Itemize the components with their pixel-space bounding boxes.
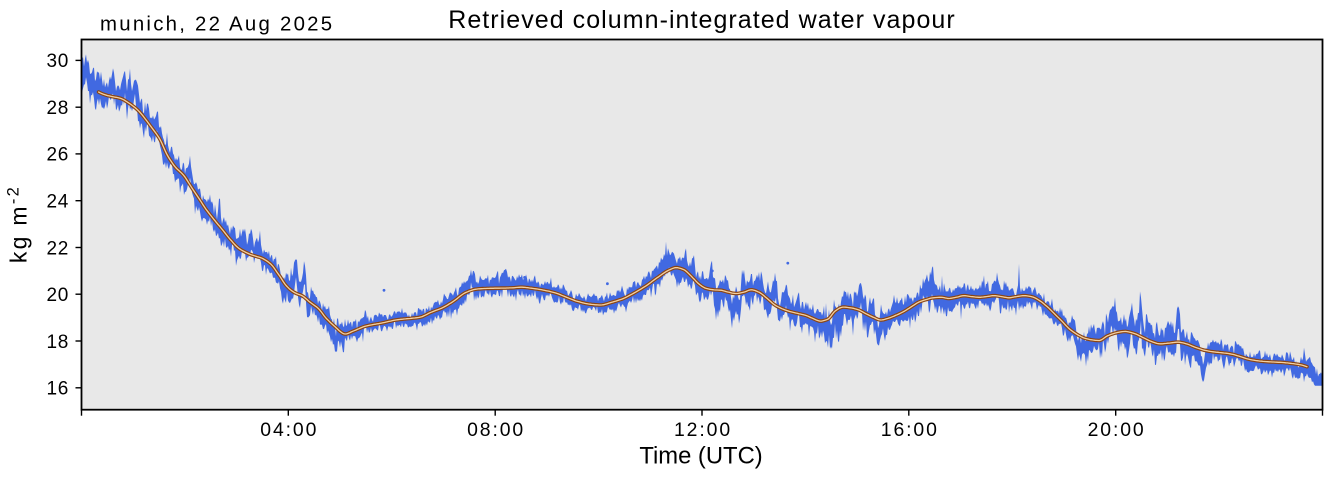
svg-text:28: 28 — [47, 98, 69, 119]
svg-text:16:00: 16:00 — [881, 419, 939, 441]
svg-text:munich, 22 Aug 2025: munich, 22 Aug 2025 — [100, 14, 334, 36]
svg-text:04:00: 04:00 — [260, 419, 318, 441]
svg-text:08:00: 08:00 — [467, 419, 525, 441]
svg-text:Retrieved column-integrated wa: Retrieved column-integrated water vapour — [448, 6, 956, 34]
svg-text:30: 30 — [47, 51, 69, 72]
svg-text:22: 22 — [47, 238, 69, 259]
svg-text:26: 26 — [47, 145, 69, 166]
svg-text:18: 18 — [47, 332, 69, 353]
svg-text:20:00: 20:00 — [1088, 419, 1146, 441]
svg-text:16: 16 — [47, 379, 69, 400]
svg-text:24: 24 — [47, 192, 69, 213]
svg-text:20: 20 — [47, 285, 69, 306]
svg-text:12:00: 12:00 — [674, 419, 732, 441]
svg-text:Time (UTC): Time (UTC) — [639, 442, 762, 469]
